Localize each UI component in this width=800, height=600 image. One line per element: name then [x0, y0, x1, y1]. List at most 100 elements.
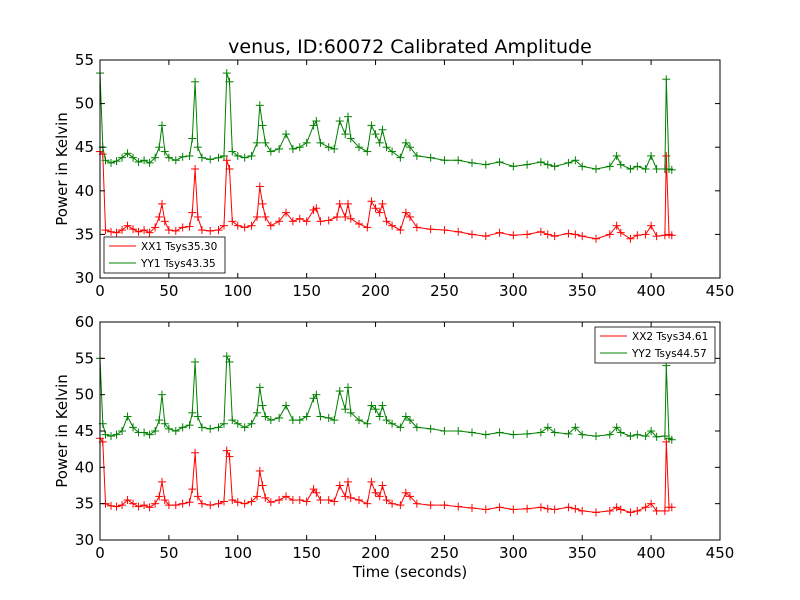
chart-bottom-series-0-point — [247, 497, 256, 506]
chart-bottom-series-0-point — [468, 504, 476, 513]
chart-top-series-0-point — [112, 228, 121, 237]
chart-bottom-series-0-point — [158, 477, 166, 486]
chart-top-series-0-point — [255, 182, 264, 191]
chart-bottom-series-1-point — [346, 408, 355, 417]
chart-bottom-series-1-point — [214, 423, 223, 432]
chart-bottom-series-0-point — [324, 496, 333, 505]
chart-bottom-ytick-label: 35 — [75, 495, 94, 513]
chart-bottom-series-1-point — [233, 419, 242, 428]
chart-bottom-series-1-point — [255, 383, 264, 392]
chart-bottom-series-1-point — [440, 427, 449, 435]
chart-bottom-series-1-point — [112, 430, 121, 439]
chart-top-series-1-point — [426, 153, 435, 162]
chart-top-series-0-point — [178, 223, 187, 232]
chart-bottom-series-1-point — [641, 432, 650, 441]
chart-top-legend: XX1 Tsys35.30 YY1 Tsys43.35 — [103, 236, 226, 274]
chart-top: venus, ID:60072 Calibrated Amplitude 0 50… — [53, 36, 734, 300]
chart-top-series-0-point — [571, 230, 580, 239]
chart-bottom-series-0-point — [185, 498, 194, 507]
chart-bottom-ytick-label: 45 — [75, 422, 94, 440]
chart-top-xtick-label: 300 — [499, 282, 528, 300]
chart-top-series-0-point — [222, 156, 231, 165]
chart-bottom-series-0-point — [440, 501, 449, 510]
chart-top-series-0-point — [253, 212, 262, 221]
chart-top-ytick-label: 45 — [75, 138, 94, 156]
chart-bottom-series-1-point — [509, 430, 518, 439]
chart-top-series-0-point — [578, 232, 587, 241]
chart-top-series-1-point — [523, 160, 532, 169]
chart-top-series-1-point — [258, 121, 267, 130]
chart-top-series-0-point — [536, 227, 545, 236]
chart-top-series-0-point — [225, 165, 234, 173]
chart-bottom-series-0-point — [371, 488, 380, 497]
chart-bottom-series-0-point — [107, 501, 116, 510]
chart-top-series-0-point — [324, 216, 333, 225]
chart-top-series-0-point — [214, 226, 223, 235]
chart-bottom-series-0-point — [191, 448, 200, 457]
chart-bottom-series-1-point — [193, 412, 202, 421]
chart-bottom-series-1-point — [633, 430, 642, 439]
chart-top-series-0-point — [188, 208, 197, 217]
chart-bottom-series-0-point — [660, 506, 669, 515]
chart-bottom-series-0-point — [454, 502, 463, 511]
chart-top-series-1-point — [543, 160, 552, 169]
chart-top-series-0-point — [134, 227, 143, 236]
chart-top-series-0-point — [164, 226, 173, 235]
chart-bottom-series-0-point — [616, 505, 625, 514]
chart-bottom-series-0-point — [536, 503, 545, 512]
chart-top-series-0-point — [129, 225, 138, 234]
chart-top-series-1-point — [371, 130, 380, 139]
chart-top-series-0-point — [258, 199, 267, 208]
chart-top-series-0-point — [564, 229, 573, 238]
chart-bottom-series-1-point — [406, 416, 414, 425]
chart-bottom-series-1-point — [185, 421, 194, 430]
chart-top-series-1-point — [550, 162, 559, 171]
chart-top-series-0-point — [550, 232, 559, 241]
chart-top-series-1-point — [571, 156, 580, 165]
legend-label-yy2: YY2 Tsys44.57 — [631, 348, 707, 360]
chart-bottom-series-0-point — [178, 499, 187, 508]
chart-bottom-series-1-point — [363, 419, 372, 428]
chart-top-series-0-point — [145, 228, 154, 237]
chart-bottom-series-0-point — [578, 506, 587, 515]
chart-bottom-series-0-point — [193, 492, 202, 501]
chart-bottom-series-0-point — [233, 498, 242, 507]
chart-bottom-series-1-point — [253, 408, 262, 417]
chart-top-series-1-point — [228, 147, 237, 156]
chart-top-series-0-point — [295, 214, 304, 223]
chart-bottom-series-0-point — [367, 477, 376, 486]
chart-bottom-series-1-point — [158, 390, 166, 399]
chart-bottom-series-1-point — [571, 423, 580, 432]
chart-bottom-series-0-point — [346, 493, 355, 502]
chart-top-series-1-point — [253, 138, 262, 147]
chart-bottom-series-0-point — [112, 502, 121, 511]
chart-bottom-series-1-point — [107, 432, 116, 441]
chart-top-series-1-point — [341, 130, 350, 139]
chart-bottom-series-1-point — [178, 423, 187, 432]
chart-bottom-series-0-point — [261, 493, 270, 502]
chart-bottom-series-line-1 — [99, 355, 673, 441]
chart-bottom-ticks: 0 50 100 150 200 250 300 350 400 450 30 35 40 45 50 55 6… — [75, 313, 734, 562]
chart-top-xtick-label: 450 — [706, 282, 735, 300]
chart-top-series-1-point — [633, 162, 642, 171]
chart-top-series-1-point — [662, 75, 671, 84]
chart-bottom-series-1-point — [412, 423, 421, 432]
chart-top-series-0-point — [206, 226, 215, 235]
chart-top-series-1-point — [214, 153, 223, 162]
chart-top-xtick-label: 250 — [430, 282, 459, 300]
chart-bottom-series-0-point — [151, 499, 160, 508]
chart-bottom-series-1-point — [123, 412, 132, 421]
chart-top-series-1-point — [178, 152, 187, 161]
chart-bottom-series-0-point — [145, 503, 154, 512]
chart-bottom-series-0-point — [258, 481, 267, 490]
chart-bottom-series-1-point — [341, 405, 350, 414]
chart-top-xtick-label: 50 — [159, 282, 178, 300]
chart-bottom-series-0-point — [641, 503, 650, 512]
chart-top-series-0-point — [193, 212, 202, 221]
chart-top-series-0-point — [660, 231, 669, 240]
chart-top-series-1-point — [275, 144, 284, 153]
chart-top-series-0-point — [118, 226, 127, 235]
chart-top-series-1-point — [647, 151, 656, 160]
chart-bottom-series-0-point — [129, 499, 138, 508]
chart-bottom-series-0-point — [378, 481, 387, 490]
